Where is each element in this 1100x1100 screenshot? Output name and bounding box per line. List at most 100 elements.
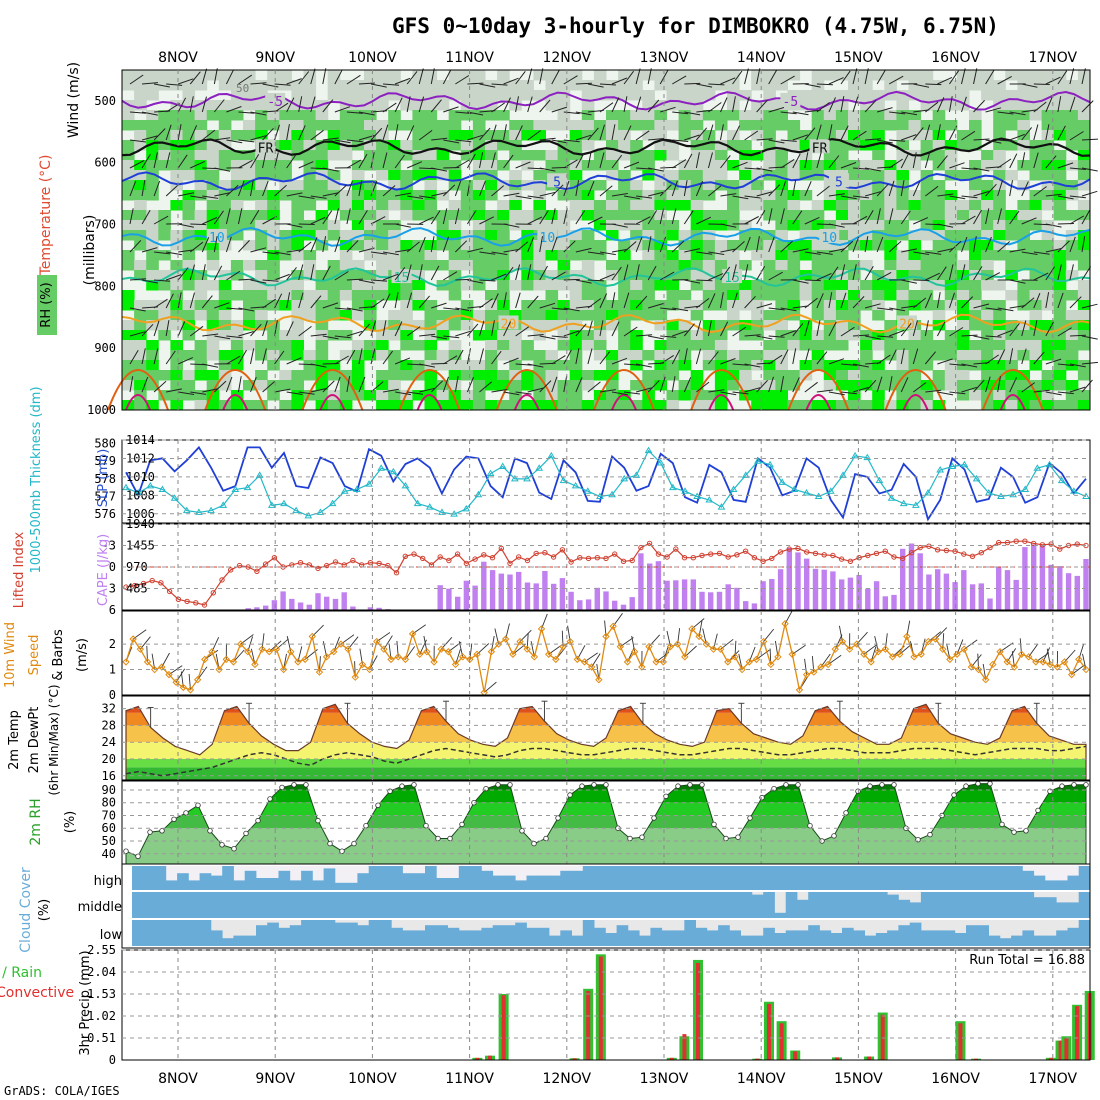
wind-barb [382,350,394,365]
rh-cell [835,400,849,411]
rh-cell [412,80,425,91]
rh-cell [1017,180,1030,191]
rh-cell [279,160,292,171]
wind-barb [1057,240,1070,253]
wind-barb [563,240,576,253]
cloud-middle-bar [819,892,832,918]
li-point [559,547,566,553]
wind-barb [503,97,511,113]
rh-cell [569,80,583,91]
rh-cell [630,340,643,351]
wind-barb [442,376,449,393]
wind-barb [1069,386,1086,393]
rh-cell [412,240,425,251]
cloud-low-bar [571,935,584,946]
rh-cell [1053,400,1067,411]
wind-speed-point [215,665,223,674]
rh-cell [364,130,377,141]
wind-barb [503,266,514,281]
rh-cell [763,350,776,361]
rh-cell [872,120,885,131]
rh-cell [376,140,389,151]
cloud-middle-bar [1022,892,1035,918]
rh-point [795,782,801,788]
rh-cell [557,330,571,341]
rh-cell [799,100,813,111]
rh-cell [194,280,208,291]
wind-barb [961,236,968,253]
wind-speed-point [344,645,352,653]
rh-cell [533,250,546,261]
rh-cell [1017,230,1030,241]
cloud-middle-bar [402,892,415,918]
rh-cell [969,290,982,301]
rh-cell [872,70,885,81]
precip-convective-bar [835,1057,840,1060]
rh-cell [351,280,365,291]
wind-barb [768,208,773,225]
cloud-middle-bar [188,892,201,918]
rh-cell [497,290,510,301]
rh-cell [339,290,353,301]
wind-barb [599,320,604,337]
rh-cell [448,220,462,231]
thickness-tick-label: 577 [94,490,116,504]
wind-speed-point [459,653,467,661]
rh-cell [908,190,922,201]
rh-cell [969,280,982,291]
thickness-tick-label: 576 [94,507,116,521]
cloud-low-bar [368,920,381,946]
rh-cell [158,160,171,171]
wind-barb [756,265,766,281]
rh-cell [182,170,196,181]
rh-cell [134,260,147,271]
thickness-point [802,489,811,496]
rh-cell [593,80,607,91]
rh-cell [823,240,837,251]
rh-cell [485,150,498,161]
rh-cell [944,80,958,91]
rh-cell [557,340,571,351]
wind-speed-point [623,658,632,666]
rh-cell [727,250,740,261]
wind-barb [515,363,532,366]
wind-barb [346,330,363,337]
rh-cell [593,350,607,361]
cloud-middle-bar [165,892,178,918]
rh-cell [666,250,680,261]
x-tick-label-bottom: 15NOV [834,1071,883,1087]
rh-point [1071,782,1077,788]
thickness-point [875,476,884,484]
rh-cell [799,370,813,381]
rh-cell [811,280,825,291]
wind-barb [816,124,822,141]
rh-cell [739,380,752,391]
rh-cell [521,160,534,171]
li-point [987,544,993,551]
rh-cell [194,230,208,241]
temp-band [126,759,1086,768]
rh-cell [497,350,510,361]
cape-bar [446,588,452,610]
thickness-point [693,492,702,500]
wind-barb [454,180,462,197]
rh-cell [400,150,413,161]
cloud-middle-bar [357,892,370,918]
rh-cell [702,280,716,291]
rh-cell [158,310,171,321]
rh-cell [122,80,135,91]
rh-cell [678,360,692,371]
wind-barb [346,74,361,85]
rh-cell [182,330,196,341]
wind-barb [1081,209,1091,225]
wind-barb [178,391,195,395]
wind-speed-point [272,645,281,653]
rh-cell [642,70,655,81]
precip-convective-bar [475,1057,480,1060]
rh-cell [630,190,643,201]
rh-cell [485,110,498,121]
li-point [420,555,426,562]
rh-cell [376,210,389,221]
rh-cell [775,70,788,81]
wind-barb [189,96,194,113]
